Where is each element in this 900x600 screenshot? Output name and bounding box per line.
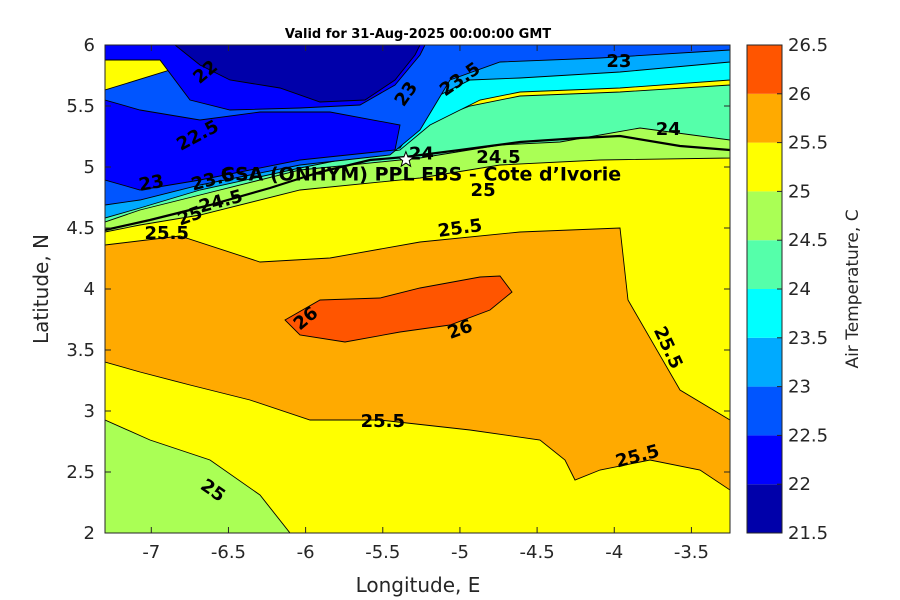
colorbar-tick-label: 22.5: [788, 425, 828, 446]
y-tick-label: 5.5: [66, 96, 95, 117]
y-tick-label: 4.5: [66, 218, 95, 239]
y-axis-label: Latitude, N: [29, 234, 53, 344]
colorbar-tick-label: 24: [788, 279, 811, 300]
band-25.5-26: [105, 227, 730, 491]
colorbar-tick-label: 26: [788, 84, 811, 105]
colorbar-tick-label: 22: [788, 474, 811, 495]
colorbar-segment: [747, 240, 782, 289]
colorbar-segment: [747, 337, 782, 387]
colorbar-tick-label: 23: [788, 377, 811, 398]
y-tick-label: 5: [84, 157, 95, 178]
colorbar-tick-label: 24.5: [788, 230, 828, 251]
colorbar-label: Air Temperature, C: [843, 209, 863, 368]
x-axis: -7 -6.5 -6 -5.5 -5 -4.5 -4 -3.5: [142, 45, 709, 563]
contour-label: 24: [656, 119, 681, 140]
colorbar-segment: [747, 289, 782, 338]
y-tick-label: 2: [84, 523, 95, 544]
colorbar-segment: [747, 435, 782, 485]
band-24.5-25: [105, 419, 291, 533]
colorbar-segment: [747, 45, 782, 94]
x-tick-label: -4: [605, 542, 623, 563]
contour-label: 23: [606, 51, 631, 72]
x-axis-label: Longitude, E: [356, 573, 481, 597]
site-star-icon: [396, 150, 415, 168]
colorbar-tick-label: 23.5: [788, 328, 828, 349]
colorbar-frame: [746, 44, 783, 534]
colorbar-tick-label: 25: [788, 181, 811, 202]
colorbar-tick-label: 26.5: [788, 35, 828, 56]
contour-label: 23: [137, 171, 165, 196]
colorbar-segment: [747, 191, 782, 241]
x-tick-label: -6: [297, 542, 315, 563]
y-tick-label: 3.5: [66, 340, 95, 361]
contour-fill: [105, 45, 730, 533]
x-tick-label: -5.5: [365, 542, 400, 563]
site-label: CSA (ONHYM) PPL EBS - Cote d’Ivorie: [221, 164, 621, 186]
y-tick-label: 4: [84, 279, 95, 300]
x-tick-label: -3.5: [674, 542, 709, 563]
band-26-26.5: [284, 275, 513, 343]
colorbar-segment: [747, 93, 782, 143]
site-marker-group: CSA (ONHYM) PPL EBS - Cote d’Ivorie: [221, 150, 621, 186]
x-tick-label: -4.5: [520, 542, 555, 563]
colorbar-tick-label: 25.5: [788, 133, 828, 154]
band-21.5-22: [174, 45, 421, 103]
x-tick-label: -5: [451, 542, 469, 563]
colorbar-segment: [747, 386, 782, 436]
contour-label: 24: [409, 144, 434, 165]
contour-label: 25: [471, 180, 496, 201]
y-axis: 2 2.5 3 3.5 4 4.5 5 5.5 6: [66, 35, 730, 544]
colorbar-segment: [747, 142, 782, 192]
y-tick-label: 3: [84, 401, 95, 422]
colorbar-tick-label: 21.5: [788, 523, 828, 544]
chart-title: Valid for 31-Aug-2025 00:00:00 GMT: [285, 27, 551, 42]
contour-label: 25.5: [361, 411, 405, 432]
x-tick-label: -6.5: [211, 542, 246, 563]
colorbar: 21.5 22 22.5 23 23.5 24 24.5 25 25.5 26 26.5: [747, 35, 828, 544]
colorbar-segment: [747, 484, 782, 533]
y-tick-label: 2.5: [66, 462, 95, 483]
contour-label: 24.5: [476, 147, 520, 168]
contour-label: 25.5: [145, 223, 189, 244]
x-tick-label: -7: [142, 542, 160, 563]
y-tick-label: 6: [84, 35, 95, 56]
